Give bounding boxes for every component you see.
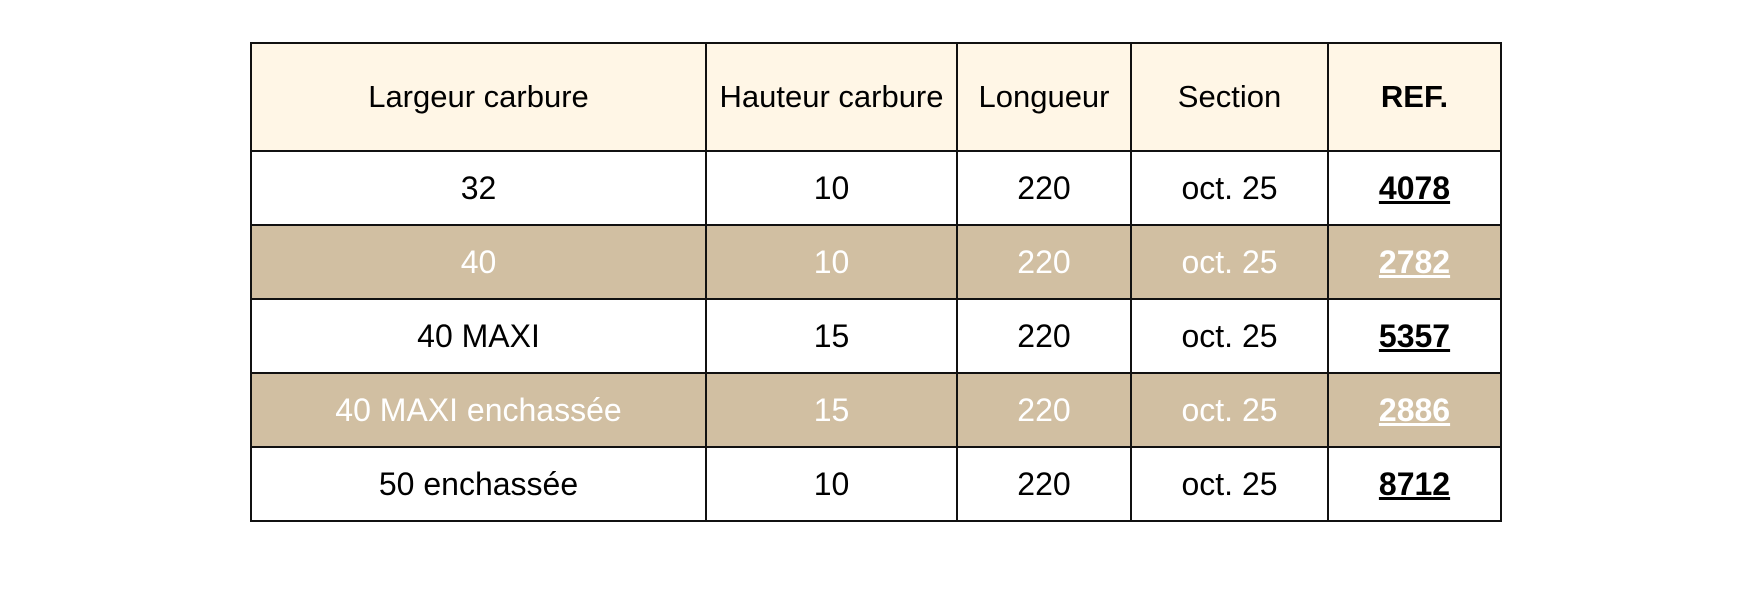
table-row: 40 MAXI enchassée 15 220 oct. 25 2886 xyxy=(250,372,1502,448)
table-row: 40 MAXI 15 220 oct. 25 5357 xyxy=(250,298,1502,374)
cell-section: oct. 25 xyxy=(1130,372,1329,448)
ref-link[interactable]: 2782 xyxy=(1378,243,1451,280)
cell-hauteur: 10 xyxy=(705,150,958,226)
cell-ref: 2886 xyxy=(1327,372,1502,448)
cell-hauteur: 10 xyxy=(705,224,958,300)
cell-ref: 5357 xyxy=(1327,298,1502,374)
table-row: 40 10 220 oct. 25 2782 xyxy=(250,224,1502,300)
cell-longueur: 220 xyxy=(956,224,1132,300)
cell-ref: 2782 xyxy=(1327,224,1502,300)
cell-largeur: 40 MAXI xyxy=(250,298,707,374)
cell-section: oct. 25 xyxy=(1130,298,1329,374)
cell-longueur: 220 xyxy=(956,150,1132,226)
header-largeur: Largeur carbure xyxy=(250,42,707,152)
cell-hauteur: 15 xyxy=(705,372,958,448)
cell-hauteur: 15 xyxy=(705,298,958,374)
table-row: 32 10 220 oct. 25 4078 xyxy=(250,150,1502,226)
cell-longueur: 220 xyxy=(956,372,1132,448)
cell-section: oct. 25 xyxy=(1130,446,1329,522)
header-row: Largeur carbure Hauteur carbure Longueur… xyxy=(250,42,1502,152)
cell-hauteur: 10 xyxy=(705,446,958,522)
cell-longueur: 220 xyxy=(956,446,1132,522)
header-ref: REF. xyxy=(1327,42,1502,152)
cell-ref: 4078 xyxy=(1327,150,1502,226)
ref-link[interactable]: 8712 xyxy=(1378,465,1451,502)
header-longueur: Longueur xyxy=(956,42,1132,152)
product-table: Largeur carbure Hauteur carbure Longueur… xyxy=(250,42,1502,522)
header-hauteur: Hauteur carbure xyxy=(705,42,958,152)
cell-section: oct. 25 xyxy=(1130,224,1329,300)
cell-section: oct. 25 xyxy=(1130,150,1329,226)
cell-largeur: 50 enchassée xyxy=(250,446,707,522)
ref-link[interactable]: 2886 xyxy=(1378,391,1451,428)
ref-link[interactable]: 5357 xyxy=(1378,317,1451,354)
table-row: 50 enchassée 10 220 oct. 25 8712 xyxy=(250,446,1502,522)
cell-largeur: 40 MAXI enchassée xyxy=(250,372,707,448)
cell-largeur: 32 xyxy=(250,150,707,226)
header-section: Section xyxy=(1130,42,1329,152)
cell-ref: 8712 xyxy=(1327,446,1502,522)
cell-longueur: 220 xyxy=(956,298,1132,374)
ref-link[interactable]: 4078 xyxy=(1378,169,1451,206)
cell-largeur: 40 xyxy=(250,224,707,300)
